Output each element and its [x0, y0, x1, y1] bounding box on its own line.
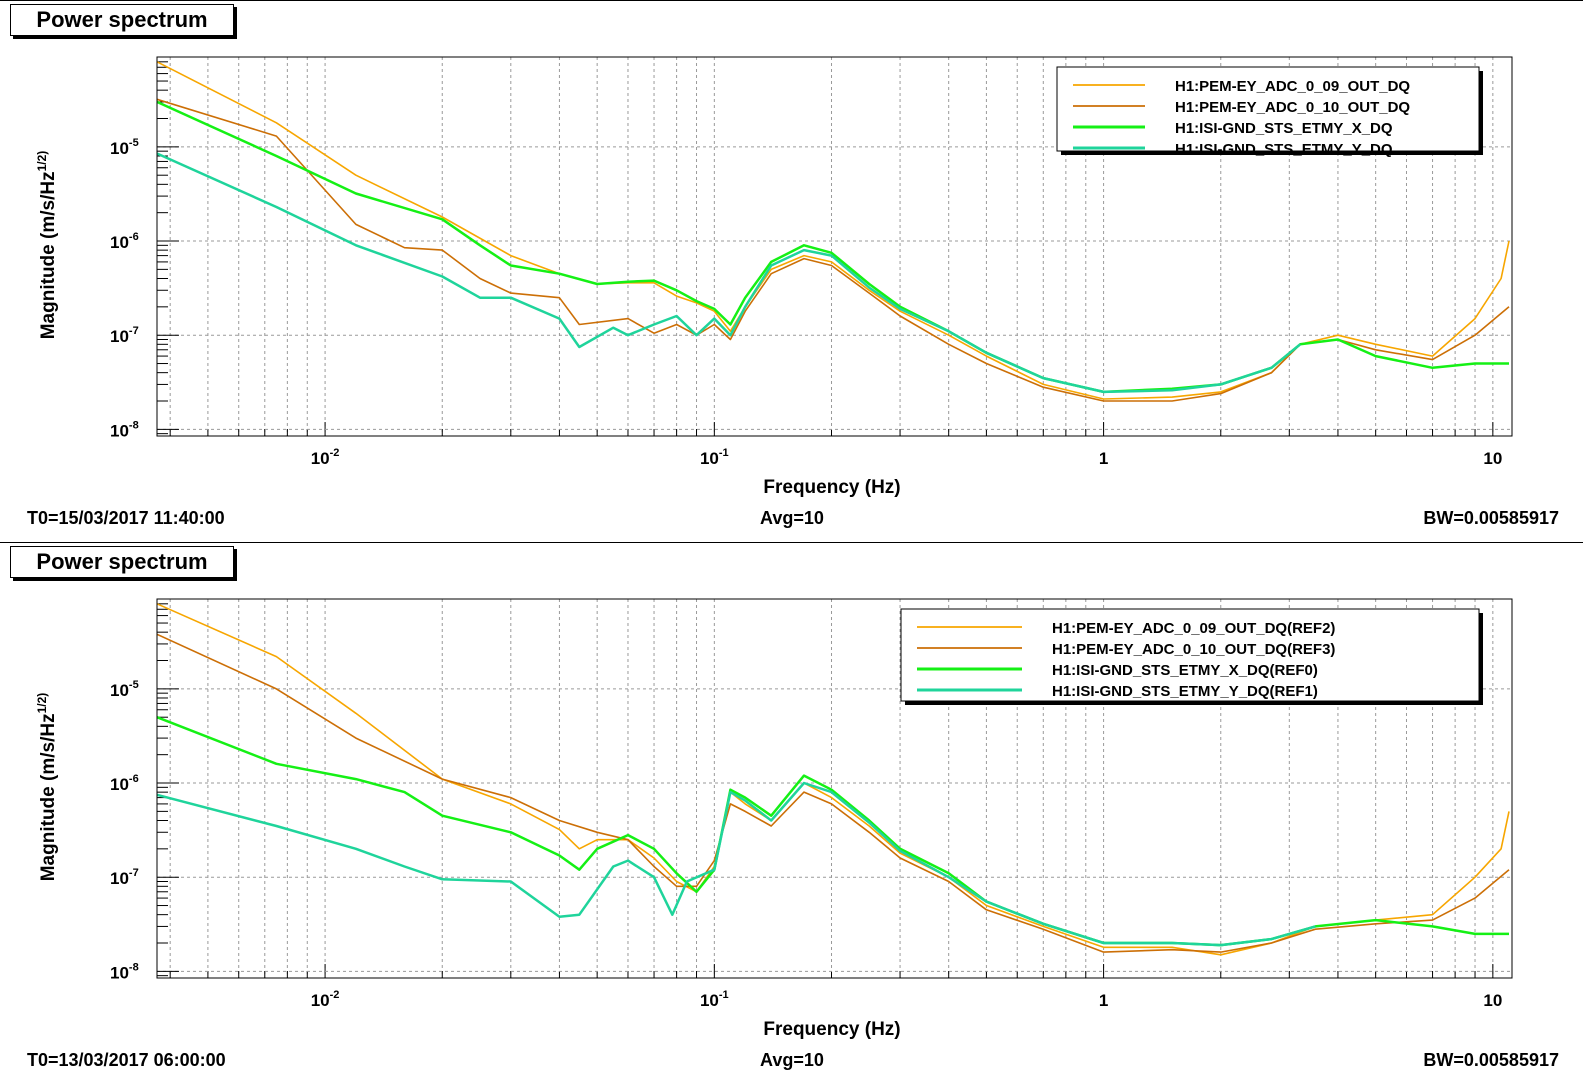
- y-tick-label: 10-5: [110, 679, 139, 700]
- y-axis-label: Magnitude (m/s/Hz1/2): [35, 151, 59, 340]
- x-axis-label: Frequency (Hz): [763, 477, 900, 498]
- panel-separator: [0, 0, 1583, 1]
- series-group: [156, 61, 1510, 402]
- bandwidth-label: BW=0.00585917: [1423, 508, 1559, 528]
- y-tick-label: 10-6: [110, 773, 139, 794]
- power-spectrum-panel-top: 10-2 10-1 1 10 10-8 10-7 10-6 10-5 Frequency (Hz…: [0, 0, 1583, 542]
- series-line-4: [156, 152, 1301, 394]
- spectrum-plot-top[interactable]: 10-2 10-1 1 10 10-8 10-7 10-6 10-5 Frequency (Hz…: [0, 0, 1583, 542]
- y-tick-label: 10-7: [110, 867, 139, 888]
- series-line-2: [156, 633, 1510, 953]
- x-tick-label: 10-2: [311, 989, 340, 1010]
- plot-title: Power spectrum: [10, 4, 234, 36]
- spectrum-plot-bottom[interactable]: 10-2 10-1 1 10 10-8 10-7 10-6 10-5 Frequency (Hz…: [0, 542, 1583, 1084]
- y-tick-label: 10-6: [110, 231, 139, 252]
- x-tick-label: 10-1: [700, 989, 729, 1010]
- plot-frame: [156, 56, 1513, 437]
- legend-entry: H1:PEM-EY_ADC_0_09_OUT_DQ: [1175, 78, 1410, 95]
- bandwidth-label: BW=0.00585917: [1423, 1050, 1559, 1070]
- plot-frame: [156, 598, 1513, 979]
- panel-separator: [0, 542, 1583, 543]
- x-tick-label: 1: [1099, 449, 1108, 468]
- series-group: [156, 603, 1510, 956]
- power-spectrum-panel-bottom: 10-2 10-1 1 10 10-8 10-7 10-6 10-5 Frequency (Hz…: [0, 542, 1583, 1084]
- legend-entry: H1:ISI-GND_STS_ETMY_Y_DQ(REF1): [1052, 683, 1318, 700]
- y-tick-label: 10-8: [110, 419, 139, 440]
- legend-entry: H1:PEM-EY_ADC_0_09_OUT_DQ(REF2): [1052, 620, 1335, 637]
- legend: H1:PEM-EY_ADC_0_09_OUT_DQ(REF2) H1:PEM-EY…: [900, 608, 1483, 705]
- y-tick-label: 10-8: [110, 961, 139, 982]
- series-line-3: [156, 716, 1509, 947]
- avg-label: Avg=10: [760, 1050, 824, 1070]
- avg-label: Avg=10: [760, 508, 824, 528]
- x-tick-label: 10: [1483, 449, 1502, 468]
- x-tick-label: 1: [1099, 991, 1108, 1010]
- y-tick-label: 10-5: [110, 137, 139, 158]
- legend-entry: H1:ISI-GND_STS_ETMY_Y_DQ: [1175, 141, 1393, 158]
- legend-box: [900, 608, 1480, 702]
- series-line-4: [156, 781, 1316, 947]
- legend-entry: H1:PEM-EY_ADC_0_10_OUT_DQ(REF3): [1052, 641, 1335, 658]
- t0-label: T0=13/03/2017 06:00:00: [27, 1050, 226, 1070]
- legend: H1:PEM-EY_ADC_0_09_OUT_DQ H1:PEM-EY_ADC_0…: [1056, 66, 1483, 158]
- x-tick-label: 10-1: [700, 447, 729, 468]
- y-axis-label: Magnitude (m/s/Hz1/2): [35, 693, 59, 882]
- legend-entry: H1:PEM-EY_ADC_0_10_OUT_DQ: [1175, 99, 1410, 116]
- legend-entry: H1:ISI-GND_STS_ETMY_X_DQ(REF0): [1052, 662, 1318, 679]
- x-axis-label: Frequency (Hz): [763, 1019, 900, 1040]
- t0-label: T0=15/03/2017 11:40:00: [27, 508, 225, 528]
- series-line-2: [156, 98, 1510, 402]
- plot-title: Power spectrum: [10, 546, 234, 578]
- y-tick-label: 10-7: [110, 325, 139, 346]
- x-tick-label: 10-2: [311, 447, 340, 468]
- legend-box: [1056, 66, 1480, 152]
- x-tick-label: 10: [1483, 991, 1502, 1010]
- legend-entry: H1:ISI-GND_STS_ETMY_X_DQ: [1175, 120, 1393, 137]
